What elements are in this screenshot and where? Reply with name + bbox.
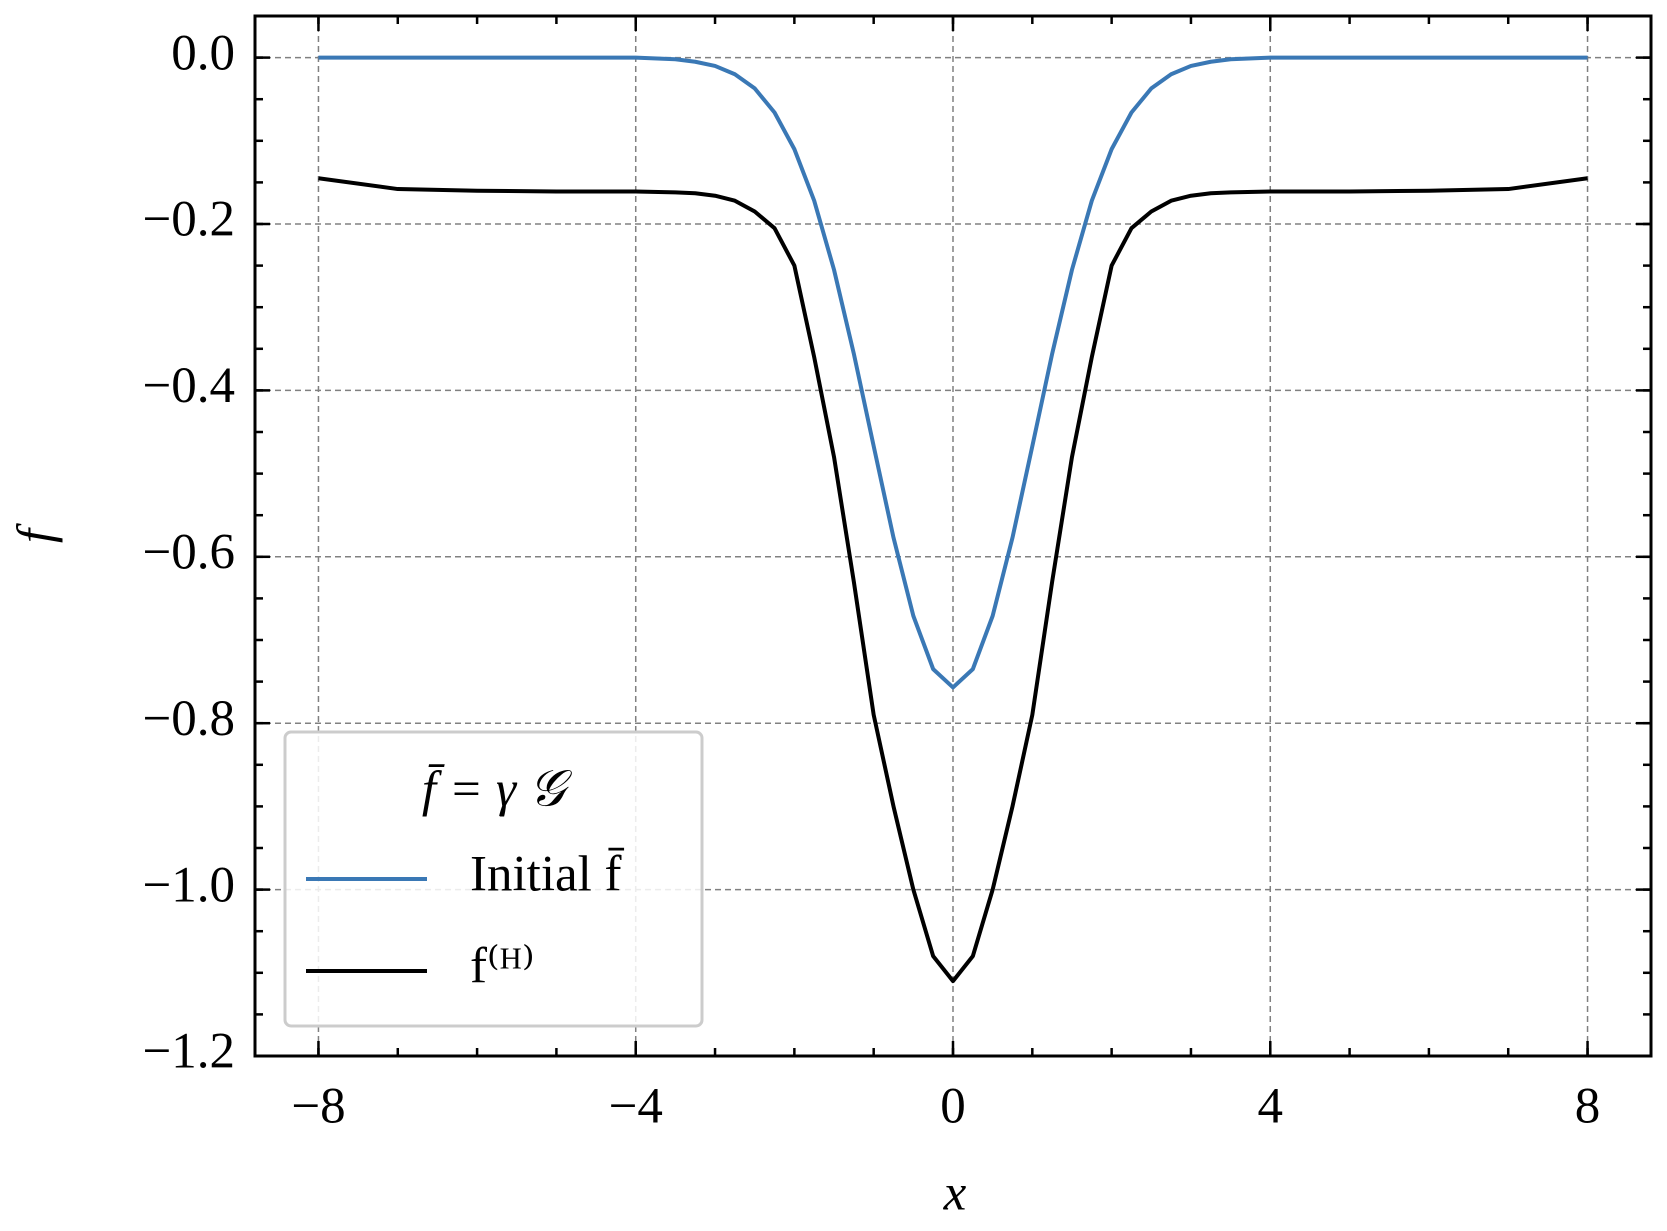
x-tick-label: 4 xyxy=(1258,1079,1284,1135)
plot-frame xyxy=(253,14,1653,1058)
y-axis-label: f xyxy=(8,522,64,543)
legend-box xyxy=(283,730,704,1028)
x-tick-label: −8 xyxy=(291,1079,345,1135)
y-tick-label: −0.6 xyxy=(142,525,235,581)
y-tick-label: −0.2 xyxy=(142,192,235,248)
x-tick-label: −4 xyxy=(609,1079,663,1135)
legend-title: f̄ = γ 𝒢 xyxy=(422,762,573,818)
y-tick-label: −0.8 xyxy=(142,691,235,747)
y-tick-label: 0.0 xyxy=(171,25,235,81)
legend-label: f⁽ᴴ⁾ xyxy=(470,939,535,995)
y-tick-label: −0.4 xyxy=(142,358,235,414)
data-line xyxy=(318,176,1588,984)
x-tick-label: 8 xyxy=(1575,1079,1601,1135)
x-tick-label: 0 xyxy=(940,1079,966,1135)
legend: f̄ = γ 𝒢 Initial f̄ f⁽ᴴ⁾ xyxy=(283,730,704,1028)
x-axis-label: x xyxy=(943,1166,967,1222)
legend-label: Initial f̄ xyxy=(470,847,624,903)
y-tick-label: −1.2 xyxy=(142,1024,235,1080)
data-line xyxy=(318,55,1588,690)
y-tick-label: −1.0 xyxy=(142,857,235,913)
